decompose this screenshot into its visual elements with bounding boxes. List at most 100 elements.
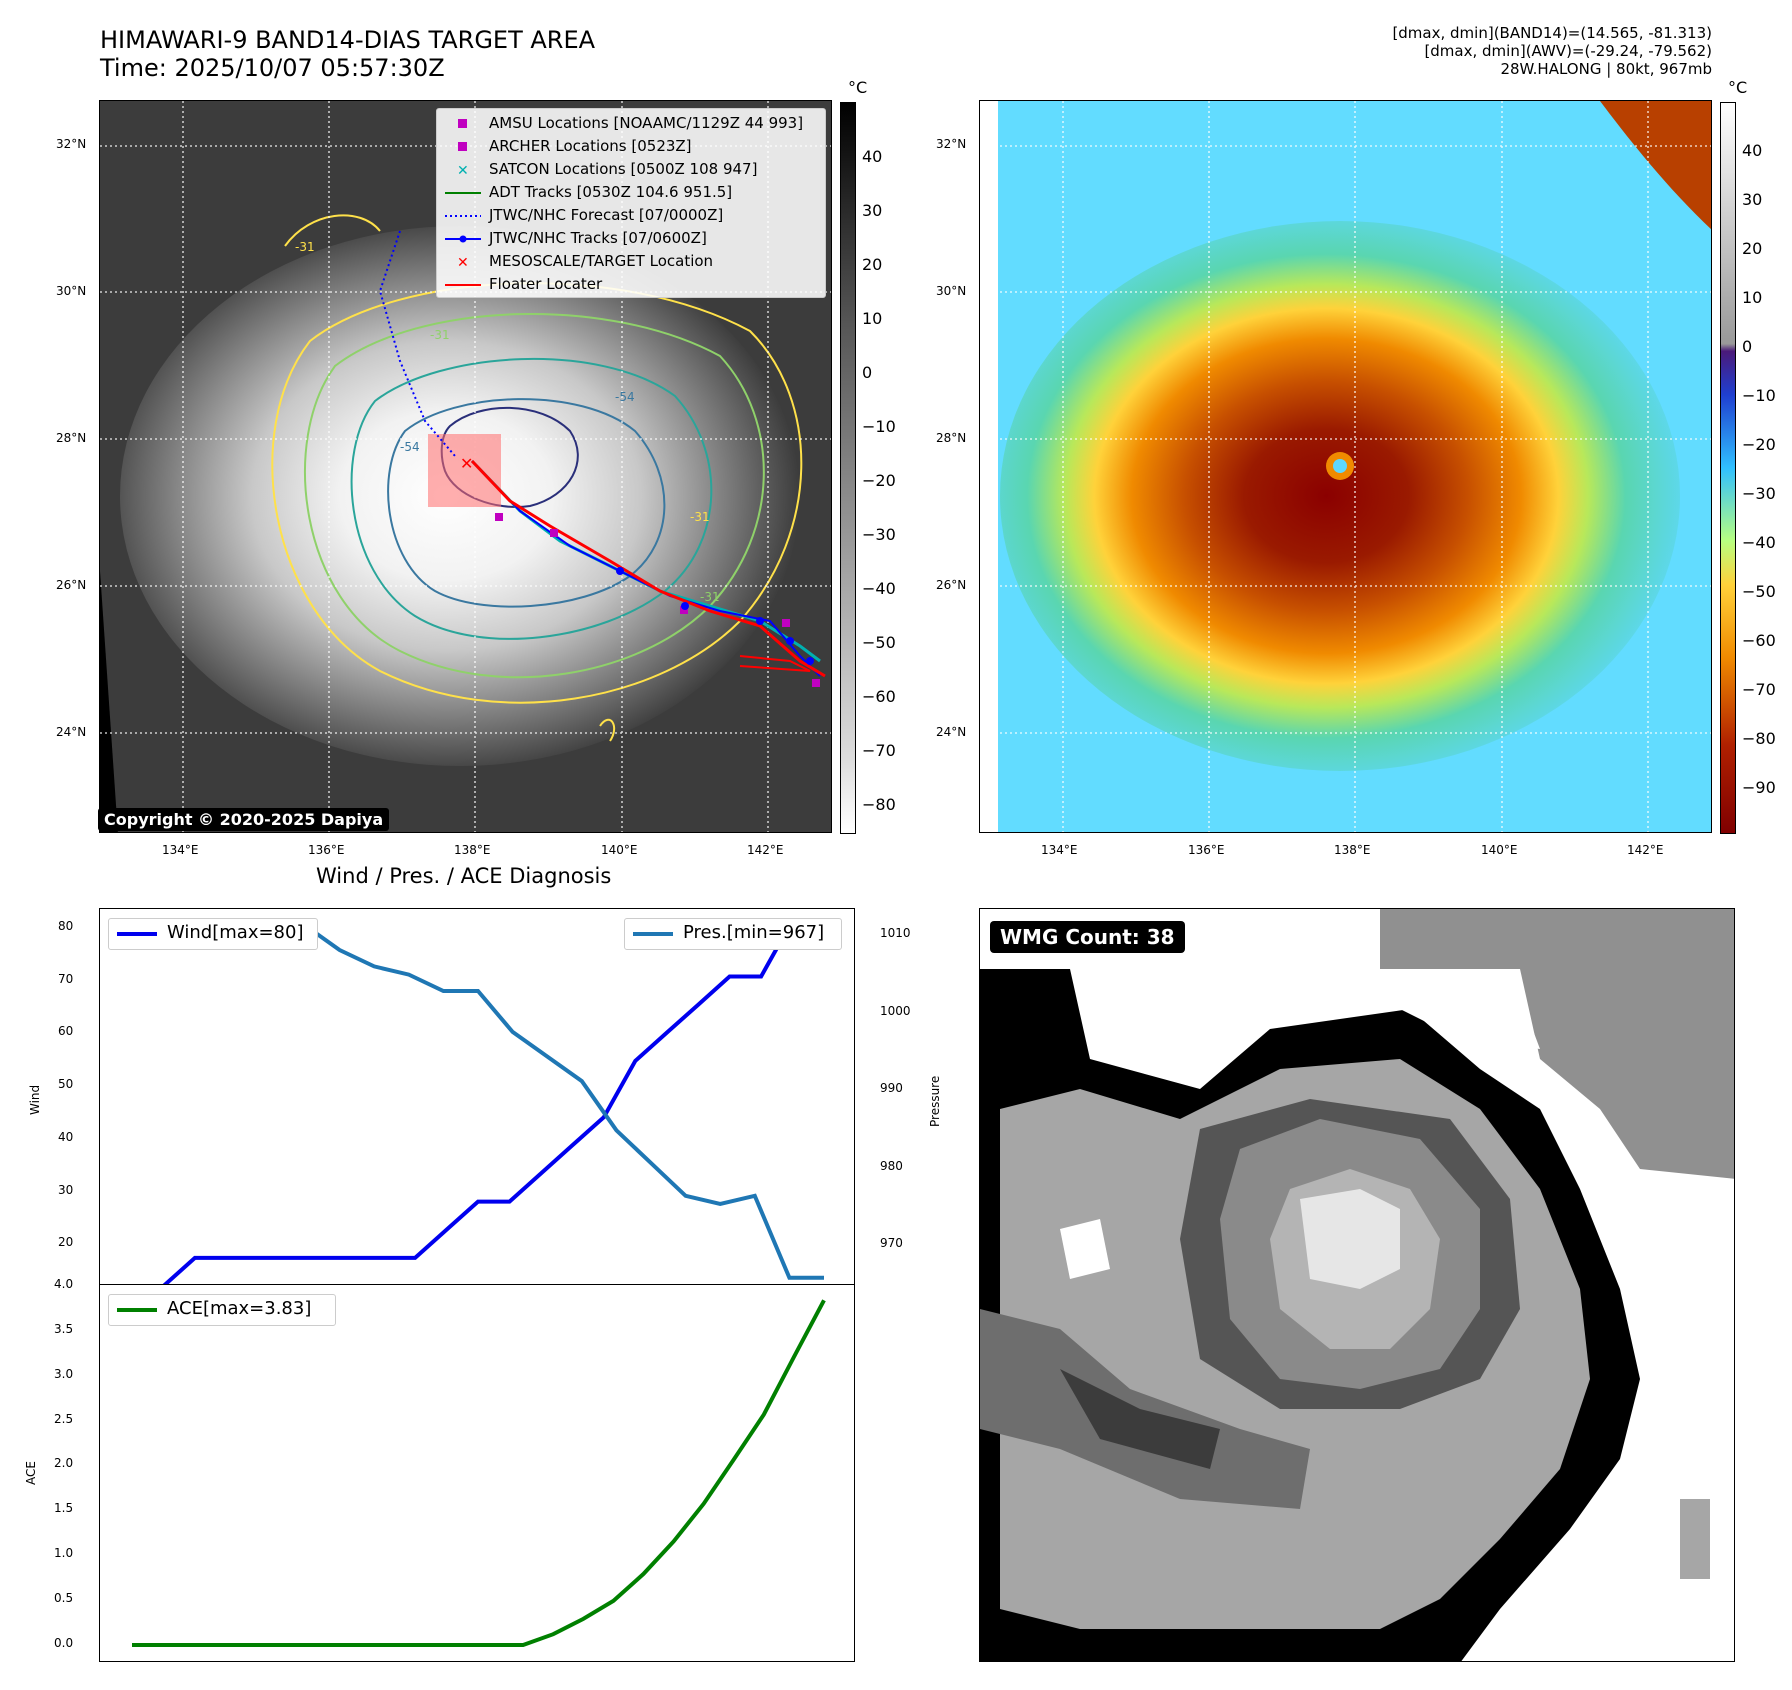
ir-cb-tick: 10 (862, 309, 883, 328)
cb-tick: −60 (1742, 631, 1776, 650)
ace-legend: ACE[max=3.83] (108, 1294, 336, 1326)
ace-axes (99, 1284, 855, 1662)
lon-label: 142°E (1627, 843, 1664, 857)
ace-tick: 0.5 (54, 1591, 74, 1605)
ace-tick: 1.0 (54, 1546, 74, 1560)
stats-block: [dmax, dmin](BAND14)=(14.565, -81.313) [… (1392, 24, 1712, 78)
ir-cb-tick: −20 (862, 471, 896, 490)
wmg-count-badge: WMG Count: 38 (990, 921, 1185, 953)
cb-tick: −90 (1742, 778, 1776, 797)
enhanced-ir-image (980, 101, 1711, 832)
lon-label: 142°E (747, 843, 784, 857)
ir-colorbar-unit: °C (848, 78, 868, 97)
lat-label: 26°N (936, 578, 967, 592)
lon-label: 140°E (601, 843, 638, 857)
lon-label: 136°E (308, 843, 345, 857)
cb-tick: −20 (1742, 435, 1776, 454)
wmg-panel (979, 908, 1735, 1662)
wind-series-line (132, 918, 824, 1284)
legend-row: JTWC/NHC Forecast [07/0000Z] (437, 205, 825, 227)
ace-tick: 0.0 (54, 1636, 74, 1650)
wind-pres-plot (132, 918, 824, 1284)
wind-tick: 40 (58, 1130, 74, 1144)
pres-tick: 1000 (880, 1004, 911, 1018)
cb-tick: −80 (1742, 729, 1776, 748)
cb-tick: −30 (1742, 484, 1776, 503)
lat-label: 30°N (936, 284, 967, 298)
lon-label: 134°E (1041, 843, 1078, 857)
contour-label: -31 (690, 510, 710, 524)
cb-tick: 0 (1742, 337, 1753, 356)
figure-title: HIMAWARI-9 BAND14-DIAS TARGET AREA Time:… (100, 26, 595, 82)
legend-row: ARCHER Locations [0523Z] (437, 136, 825, 158)
ace-tick: 1.5 (54, 1501, 74, 1515)
wind-tick: 60 (58, 1024, 74, 1038)
ir-cb-tick: −60 (862, 687, 896, 706)
copyright-badge: Copyright © 2020-2025 Dapiya (98, 808, 390, 831)
wind-legend-label: Wind[max=80] (167, 922, 304, 943)
lat-label: 24°N (936, 725, 967, 739)
svg-text:✕: ✕ (457, 255, 469, 270)
enhanced-colorbar-unit: °C (1728, 78, 1748, 97)
legend-mesoscale: MESOSCALE/TARGET Location (489, 252, 714, 270)
cb-tick: 30 (1742, 190, 1763, 209)
ir-colorbar (840, 102, 856, 834)
ir-cb-tick: −70 (862, 741, 896, 760)
legend-amsu: AMSU Locations [NOAAMC/1129Z 44 993] (489, 114, 804, 132)
contour-label: -54 (400, 440, 420, 454)
legend-row: ✕ SATCON Locations [0500Z 108 947] (437, 159, 825, 181)
cb-tick: −10 (1742, 386, 1776, 405)
ace-series-line (132, 1299, 826, 1647)
wind-tick: 80 (58, 919, 74, 933)
legend-row: ✕ MESOSCALE/TARGET Location (437, 251, 825, 273)
cb-tick: −70 (1742, 680, 1776, 699)
ir-cb-tick: −40 (862, 579, 896, 598)
ir-cb-tick: 40 (862, 147, 883, 166)
ace-plot (132, 1299, 826, 1647)
contour-label: -31 (295, 240, 315, 254)
legend-adt: ADT Tracks [0530Z 104.6 951.5] (489, 183, 733, 201)
lon-label: 138°E (1334, 843, 1371, 857)
lat-label: 28°N (936, 431, 967, 445)
title-line-2: Time: 2025/10/07 05:57:30Z (100, 54, 445, 82)
pressure-series-line (132, 923, 824, 1280)
stats-line-2: [dmax, dmin](AWV)=(-29.24, -79.562) (1424, 42, 1712, 60)
legend-satcon: SATCON Locations [0500Z 108 947] (489, 160, 758, 178)
wind-ylabel: Wind (28, 1084, 42, 1115)
svg-text:✕: ✕ (457, 163, 469, 178)
ir-cb-tick: −80 (862, 795, 896, 814)
lat-label: 26°N (56, 578, 87, 592)
ace-tick: 3.0 (54, 1367, 74, 1381)
ir-cb-tick: 30 (862, 201, 883, 220)
enhanced-ir-panel (979, 100, 1712, 833)
ir-cb-tick: −50 (862, 633, 896, 652)
pres-tick: 980 (880, 1159, 903, 1173)
ir-legend: AMSU Locations [NOAAMC/1129Z 44 993] ARC… (436, 108, 826, 298)
lon-label: 138°E (454, 843, 491, 857)
pres-tick: 990 (880, 1081, 903, 1095)
legend-jtwc-tracks: JTWC/NHC Tracks [07/0600Z] (489, 229, 707, 247)
ir-cb-tick: 0 (862, 363, 873, 382)
lon-label: 134°E (162, 843, 199, 857)
ace-tick: 3.5 (54, 1322, 74, 1336)
wmg-image (980, 909, 1734, 1661)
legend-forecast: JTWC/NHC Forecast [07/0000Z] (489, 206, 724, 224)
cb-tick: 10 (1742, 288, 1763, 307)
ace-tick: 2.5 (54, 1412, 74, 1426)
wind-legend: Wind[max=80] (108, 918, 318, 950)
wind-tick: 20 (58, 1235, 74, 1249)
ir-cb-tick: −30 (862, 525, 896, 544)
ir-cb-tick: −10 (862, 417, 896, 436)
cb-tick: −40 (1742, 533, 1776, 552)
legend-floater: Floater Locater (489, 275, 603, 293)
cb-tick: 40 (1742, 141, 1763, 160)
ace-tick: 4.0 (54, 1277, 74, 1291)
lat-label: 32°N (936, 137, 967, 151)
contour-label: -54 (615, 390, 635, 404)
lat-label: 30°N (56, 284, 87, 298)
ace-tick: 2.0 (54, 1456, 74, 1470)
contour-label: -31 (700, 590, 720, 604)
svg-text:✕: ✕ (460, 454, 473, 473)
legend-row: Floater Locater (437, 274, 825, 296)
pres-legend: Pres.[min=967] (624, 918, 842, 950)
